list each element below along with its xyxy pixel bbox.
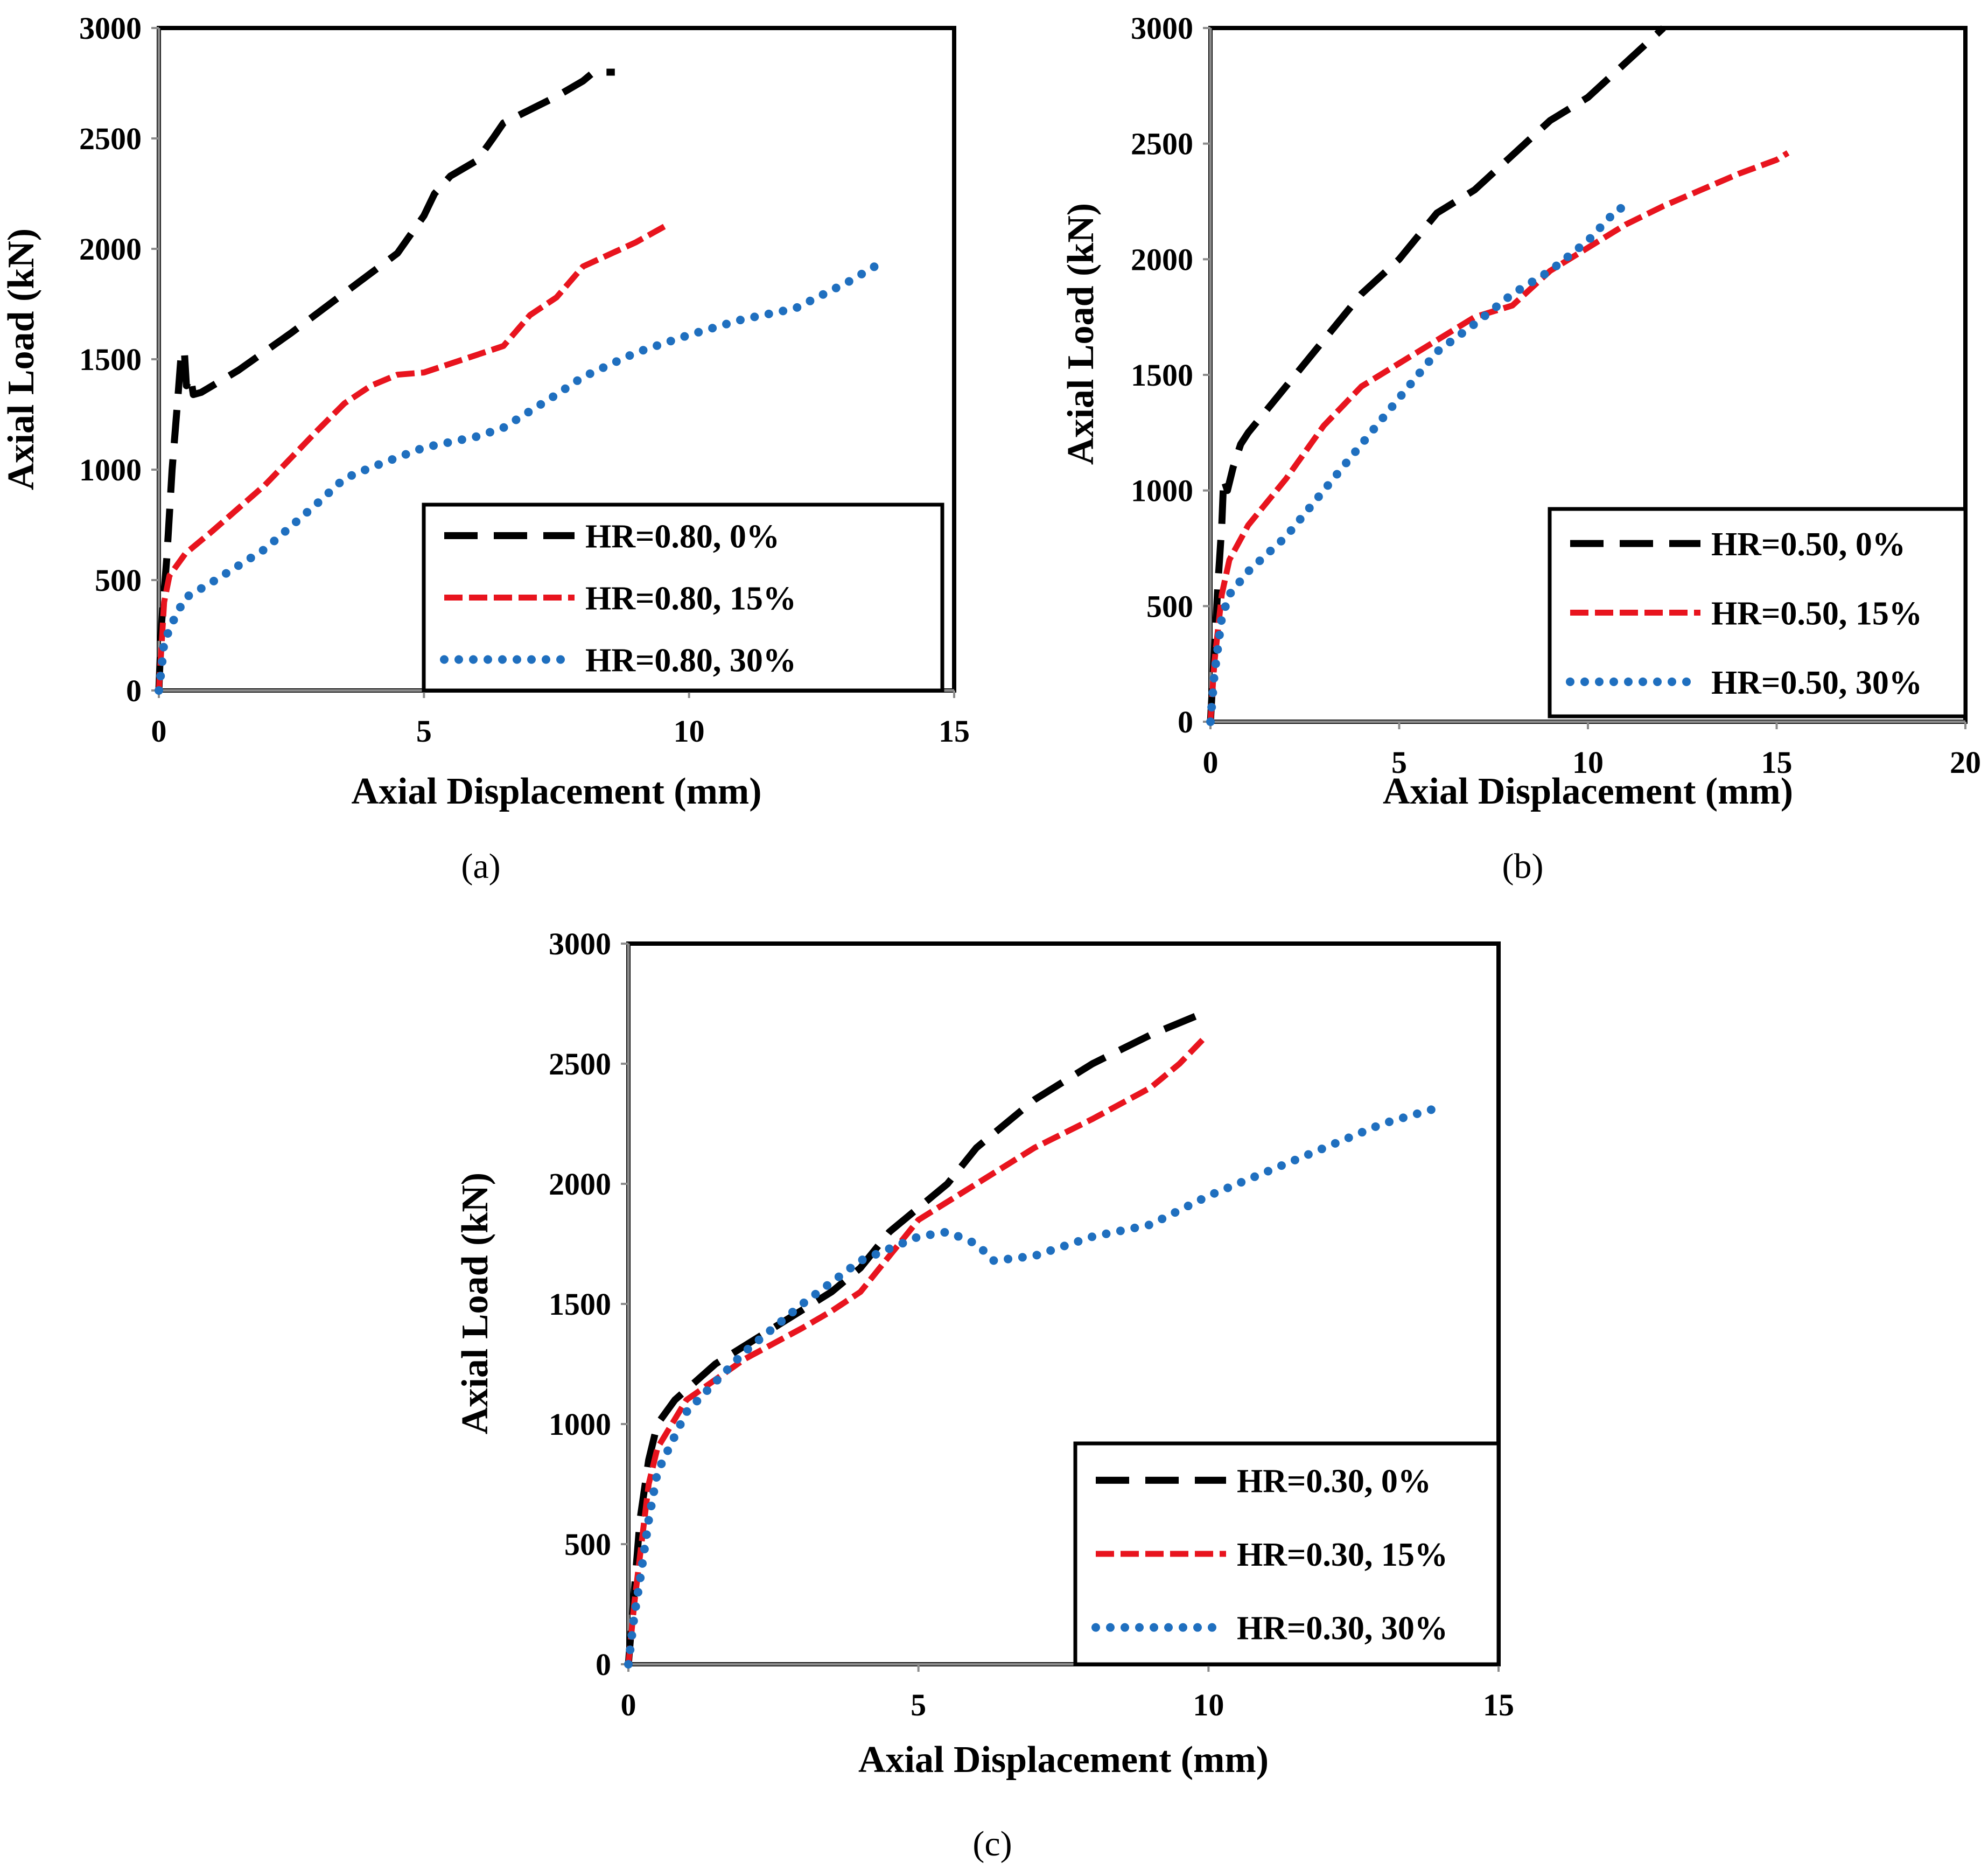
x-tick-label: 15 bbox=[1761, 745, 1793, 780]
x-axis-label: Axial Displacement (mm) bbox=[351, 771, 761, 812]
y-tick-label: 1000 bbox=[79, 452, 142, 487]
y-tick-label: 2000 bbox=[1131, 242, 1193, 277]
x-axis-label: Axial Displacement (mm) bbox=[858, 1739, 1269, 1781]
x-tick-label: 10 bbox=[1193, 1687, 1224, 1722]
x-tick-label: 0 bbox=[621, 1687, 636, 1722]
y-tick-label: 1000 bbox=[1131, 473, 1193, 508]
series-line-hr-0-50-15 bbox=[1207, 150, 1790, 722]
x-tick-label: 5 bbox=[416, 714, 432, 749]
legend-box bbox=[1548, 507, 1968, 718]
x-tick-label: 15 bbox=[1483, 1687, 1514, 1722]
chart-panel-c: 0 500 1000 1500 2000 2500 3000 0 5 10 15 Axial Disp… bbox=[454, 926, 1514, 1864]
panel-caption: (b) bbox=[1502, 847, 1544, 886]
y-tick-label: 3000 bbox=[549, 926, 611, 961]
legend-label: HR=0.50, 15% bbox=[1711, 596, 1922, 632]
series-line-hr-0-80-30 bbox=[155, 262, 879, 695]
legend-label: HR=0.30, 15% bbox=[1237, 1537, 1448, 1573]
chart-panel-a: 0 500 1000 1500 2000 2500 3000 0 5 10 15 Axial Disp… bbox=[1, 11, 970, 886]
legend-label: HR=0.30, 30% bbox=[1237, 1610, 1448, 1647]
legend-label: HR=0.80, 15% bbox=[585, 581, 796, 617]
legend-label: HR=0.80, 30% bbox=[585, 643, 796, 679]
y-tick-label: 2500 bbox=[549, 1046, 611, 1081]
y-tick-label: 500 bbox=[1146, 589, 1193, 624]
y-tick-label: 500 bbox=[95, 563, 142, 598]
series-line-hr-0-30-0 bbox=[625, 1012, 1199, 1665]
series-line-hr-0-30-15 bbox=[625, 1037, 1205, 1665]
series-line-hr-0-50-30 bbox=[1206, 204, 1638, 726]
y-tick-label: 0 bbox=[1178, 704, 1193, 739]
y-axis-label: Axial Load (kN) bbox=[454, 1173, 496, 1434]
x-tick-label: 20 bbox=[1950, 745, 1981, 780]
y-tick-label: 2500 bbox=[1131, 127, 1193, 162]
y-tick-label: 1000 bbox=[549, 1407, 611, 1442]
y-axis-label: Axial Load (kN) bbox=[1060, 203, 1102, 465]
x-axis-label: Axial Displacement (mm) bbox=[1383, 771, 1793, 812]
legend-label: HR=0.50, 30% bbox=[1711, 665, 1922, 701]
legend-label: HR=0.80, 0% bbox=[585, 519, 780, 555]
x-tick-label: 15 bbox=[939, 714, 970, 749]
series-line-hr-0-50-0 bbox=[1207, 25, 1666, 722]
panel-caption: (a) bbox=[461, 847, 500, 886]
x-tick-label: 5 bbox=[911, 1687, 926, 1722]
y-tick-label: 2000 bbox=[79, 232, 142, 267]
legend-label: HR=0.50, 0% bbox=[1711, 526, 1906, 563]
y-tick-label: 3000 bbox=[79, 11, 142, 46]
x-tick-label: 5 bbox=[1391, 745, 1407, 780]
y-tick-label: 1500 bbox=[549, 1287, 611, 1322]
chart-panel-b: 0 500 1000 1500 2000 2500 3000 0 5 10 15 20 Axial Di… bbox=[1060, 11, 1981, 886]
y-tick-label: 500 bbox=[564, 1527, 611, 1562]
x-tick-label: 10 bbox=[674, 714, 705, 749]
y-tick-label: 2000 bbox=[549, 1167, 611, 1202]
legend-label: HR=0.30, 0% bbox=[1237, 1463, 1431, 1499]
y-tick-label: 0 bbox=[126, 673, 142, 708]
y-tick-label: 2500 bbox=[79, 121, 142, 156]
y-tick-label: 1500 bbox=[79, 342, 142, 377]
series-line-hr-0-30-30 bbox=[624, 1103, 1445, 1669]
x-tick-label: 10 bbox=[1572, 745, 1604, 780]
x-tick-label: 0 bbox=[151, 714, 167, 749]
series-line-hr-0-80-15 bbox=[156, 222, 669, 691]
panel-caption: (c) bbox=[972, 1824, 1012, 1864]
y-tick-label: 0 bbox=[596, 1647, 611, 1682]
x-tick-label: 0 bbox=[1203, 745, 1219, 780]
y-axis-label: Axial Load (kN) bbox=[1, 228, 42, 490]
y-tick-label: 3000 bbox=[1131, 11, 1193, 46]
y-tick-label: 1500 bbox=[1131, 358, 1193, 393]
series-line-hr-0-80-0 bbox=[155, 68, 615, 691]
